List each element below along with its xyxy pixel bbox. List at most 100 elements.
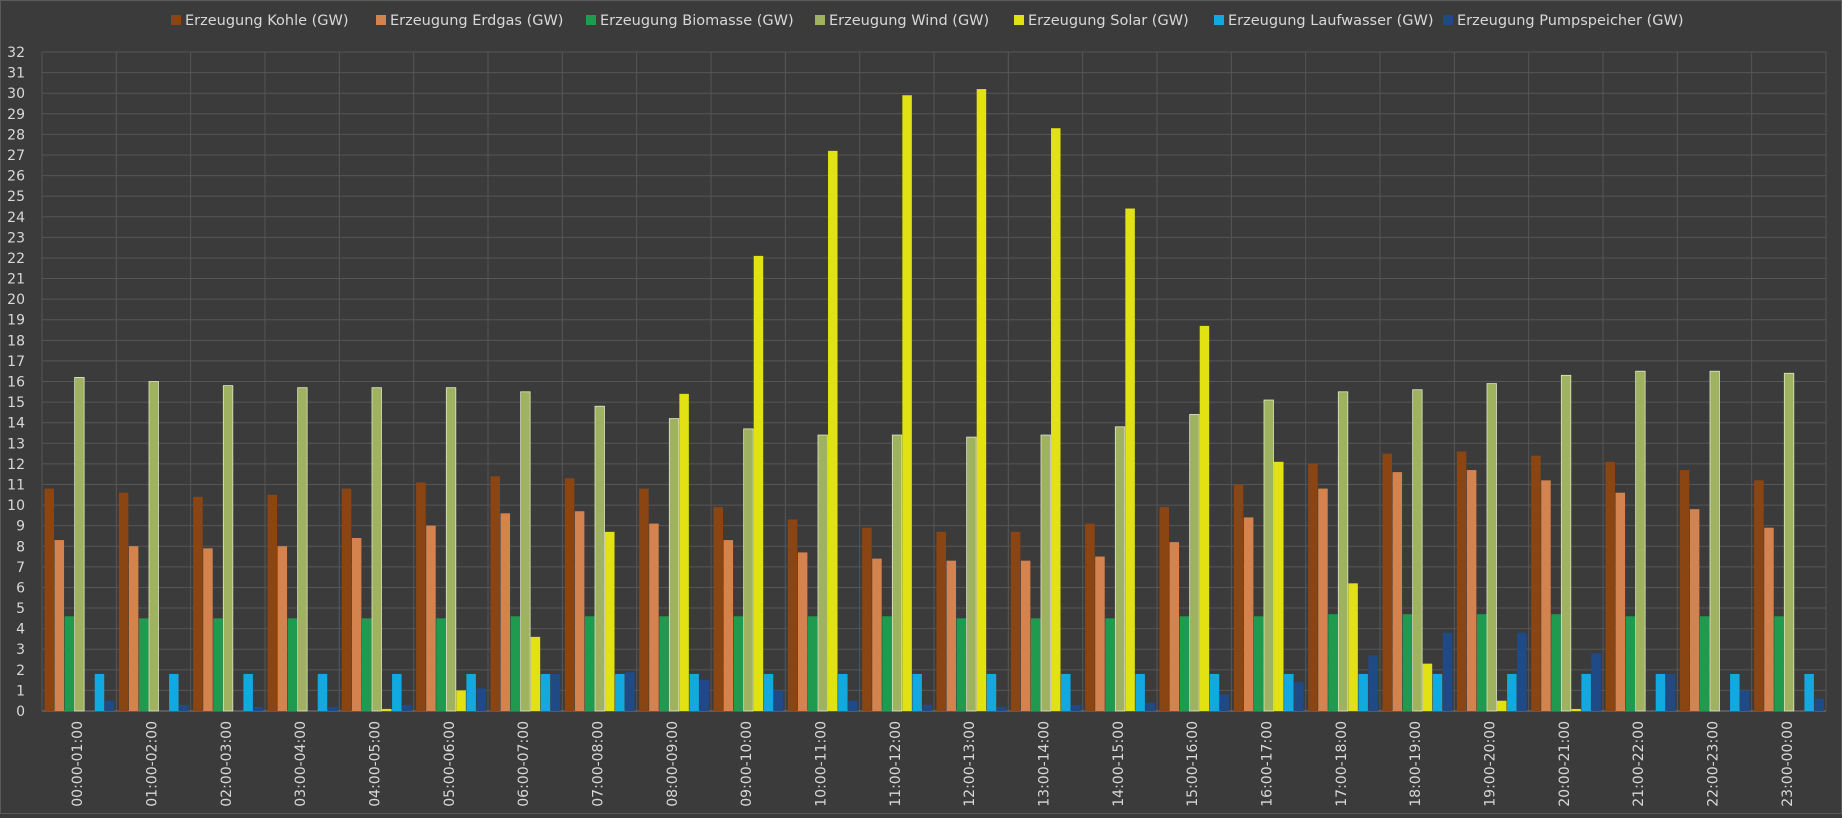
x-tick-label: 06:00-07:00 [516,721,532,807]
bar [1368,655,1378,711]
x-tick-label: 03:00-04:00 [293,721,309,807]
bar [1699,616,1710,711]
bar [723,540,734,711]
x-tick-label: 13:00-14:00 [1037,721,1053,807]
y-tick-label: 28 [7,127,25,143]
y-tick-label: 1 [16,683,25,699]
bar [1517,632,1527,711]
bar [94,673,105,711]
bar [946,560,957,711]
legend-swatch [1214,15,1224,25]
bar [713,507,723,711]
x-tick-label: 11:00-12:00 [888,721,904,807]
bar [1095,556,1105,711]
bar [1665,673,1676,711]
y-tick-label: 5 [16,601,25,617]
legend-label: Erzeugung Biomasse (GW) [600,13,794,29]
bar [253,706,263,711]
bar [1730,673,1740,711]
y-tick-label: 23 [7,230,25,246]
bar [392,673,402,711]
bar [530,636,541,711]
bar [138,618,149,711]
bar [1476,614,1487,711]
bar [436,618,446,711]
bar [490,476,500,711]
y-tick-label: 25 [7,189,25,205]
bar [1625,616,1636,711]
y-tick-label: 24 [7,210,25,226]
bar [1159,507,1169,711]
bar [179,704,189,711]
bar [807,616,818,711]
x-tick-label: 01:00-02:00 [145,721,161,807]
bar [1209,673,1220,711]
legend-swatch [376,15,386,25]
x-tick-label: 09:00-10:00 [739,721,755,807]
bar [1783,372,1795,712]
bar [193,496,203,711]
bar [773,690,784,711]
y-tick-label: 22 [7,251,25,267]
x-tick-label: 21:00-22:00 [1631,721,1647,807]
x-tick-label: 05:00-06:00 [442,721,458,807]
bar [476,688,486,711]
bar [679,393,689,711]
bar [1199,325,1210,711]
bar [891,434,903,712]
bar [520,391,531,712]
bar [1358,673,1368,711]
bar [1145,702,1155,711]
x-tick-label: 12:00-13:00 [962,721,978,807]
bar [203,548,213,711]
bar [1189,414,1200,712]
bar [327,706,338,711]
bar [1689,509,1700,711]
bar [1284,673,1294,711]
bar [1274,461,1284,711]
bar [1456,451,1467,711]
bar [1764,527,1774,711]
x-tick-label: 20:00-21:00 [1557,721,1573,807]
bar [500,513,511,711]
bar [986,673,997,711]
bar [1486,383,1497,712]
bar [1169,542,1180,711]
bar [1412,389,1423,712]
bar [922,704,932,711]
bar [838,673,848,711]
bar [128,546,139,711]
bar [1263,399,1274,712]
bar [1740,690,1750,711]
bar [1105,618,1115,711]
bar [1709,370,1720,712]
bar [1655,673,1666,711]
bar [222,385,234,712]
bar [1030,618,1041,711]
y-tick-label: 15 [7,395,25,411]
y-tick-label: 30 [7,86,25,102]
legend-swatch [815,15,825,25]
y-tick-label: 16 [7,375,25,391]
bar [1010,531,1021,711]
bar [659,616,669,711]
bar [966,436,977,712]
bar [668,418,680,712]
x-tick-label: 00:00-01:00 [70,721,86,807]
y-tick-label: 14 [7,416,25,432]
bar [341,488,352,711]
bar [1814,698,1824,711]
bar [1466,470,1477,711]
bar [1422,663,1433,711]
bar [267,494,277,711]
bar [456,690,466,711]
x-tick-label: 08:00-09:00 [665,721,681,807]
bar [1328,614,1338,711]
bar [1020,560,1031,711]
bar [1560,374,1572,712]
bar [996,706,1007,711]
bar [1382,453,1392,711]
x-tick-label: 23:00-00:00 [1780,721,1796,807]
bar [402,704,412,711]
